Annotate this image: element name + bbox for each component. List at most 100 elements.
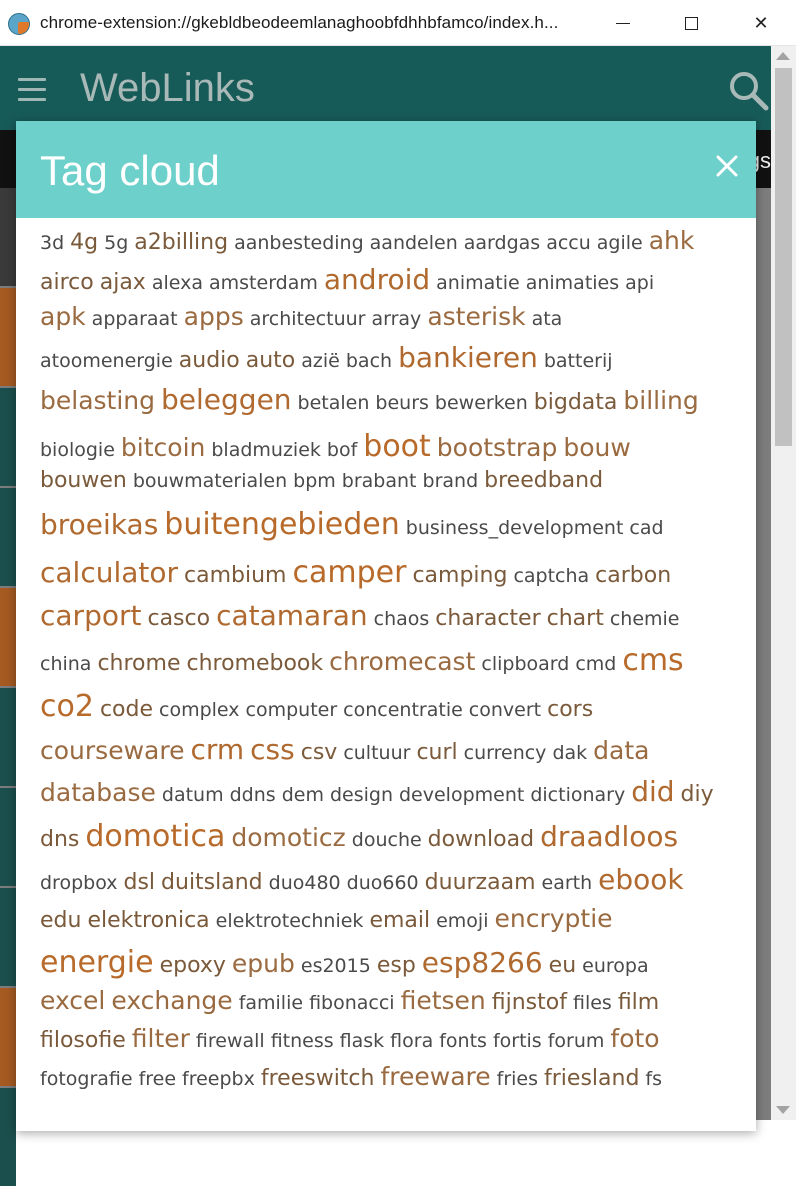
tag-link[interactable]: free: [138, 1068, 177, 1090]
tag-link[interactable]: character: [435, 606, 541, 631]
tag-link[interactable]: freeware: [380, 1062, 491, 1091]
tag-link[interactable]: fibonacci: [309, 992, 395, 1014]
tag-link[interactable]: cambium: [184, 563, 287, 588]
tag-link[interactable]: cmd: [575, 653, 617, 675]
minimize-button[interactable]: [600, 0, 646, 46]
tag-link[interactable]: business_development: [405, 517, 624, 539]
scroll-thumb[interactable]: [775, 68, 792, 446]
tag-link[interactable]: forum: [547, 1030, 605, 1052]
tag-link[interactable]: broeikas: [40, 508, 159, 541]
tag-link[interactable]: courseware: [40, 736, 185, 765]
tag-link[interactable]: 5g: [104, 232, 129, 254]
tag-link[interactable]: bouwmaterialen: [132, 470, 288, 492]
tag-link[interactable]: ebook: [598, 863, 684, 896]
tag-link[interactable]: film: [617, 990, 660, 1015]
tag-link[interactable]: diy: [680, 782, 714, 807]
tag-link[interactable]: duurzaam: [424, 870, 536, 895]
tag-link[interactable]: animaties: [525, 272, 620, 294]
tag-link[interactable]: fitness: [270, 1030, 334, 1052]
tag-link[interactable]: azië: [301, 350, 340, 372]
tag-link[interactable]: concentratie: [343, 699, 463, 721]
tag-link[interactable]: cad: [629, 517, 664, 539]
tag-link[interactable]: duitsland: [161, 870, 263, 895]
tag-link[interactable]: convert: [468, 699, 542, 721]
tag-link[interactable]: douche: [351, 829, 422, 851]
tag-link[interactable]: foto: [610, 1024, 660, 1053]
tag-link[interactable]: es2015: [300, 955, 371, 977]
tag-link[interactable]: fijnstof: [491, 990, 567, 1015]
tag-link[interactable]: freeswitch: [260, 1066, 375, 1091]
tag-link[interactable]: dak: [552, 742, 588, 764]
tag-link[interactable]: chaos: [373, 608, 430, 630]
tag-link[interactable]: aandelen: [369, 232, 458, 254]
tag-link[interactable]: betalen: [297, 392, 370, 414]
tag-link[interactable]: excel: [40, 986, 106, 1015]
tag-link[interactable]: cultuur: [343, 742, 411, 764]
tag-link[interactable]: amsterdam: [209, 272, 318, 294]
tag-link[interactable]: breedband: [484, 468, 604, 493]
tag-link[interactable]: android: [323, 263, 431, 296]
tag-link[interactable]: bankieren: [398, 341, 538, 374]
tag-link[interactable]: batterij: [543, 350, 613, 372]
tag-link[interactable]: filter: [131, 1024, 190, 1053]
tag-link[interactable]: co2: [40, 689, 94, 724]
tag-link[interactable]: atoomenergie: [40, 350, 173, 372]
tag-link[interactable]: brand: [422, 470, 479, 492]
tag-link[interactable]: casco: [147, 606, 211, 631]
tag-link[interactable]: ahk: [648, 226, 695, 255]
tag-link[interactable]: epoxy: [159, 953, 226, 978]
tag-link[interactable]: esp: [376, 953, 416, 978]
tag-link[interactable]: earth: [541, 872, 593, 894]
tag-link[interactable]: epub: [231, 949, 295, 978]
tag-link[interactable]: auto: [245, 348, 296, 373]
tag-link[interactable]: crm: [190, 733, 245, 766]
tag-link[interactable]: bouwen: [40, 468, 127, 493]
tag-link[interactable]: duo480: [268, 872, 341, 894]
tag-link[interactable]: dropbox: [40, 872, 118, 894]
tag-link[interactable]: bpm: [293, 470, 336, 492]
tag-link[interactable]: bach: [345, 350, 393, 372]
tag-link[interactable]: did: [631, 775, 675, 808]
tag-link[interactable]: belasting: [40, 386, 156, 415]
tag-link[interactable]: carport: [40, 599, 142, 632]
tag-link[interactable]: chromecast: [329, 647, 476, 676]
tag-link[interactable]: carbon: [595, 563, 672, 588]
tag-link[interactable]: buitengebieden: [164, 507, 400, 542]
tag-link[interactable]: freepbx: [182, 1068, 255, 1090]
tag-link[interactable]: css: [250, 733, 295, 766]
tag-link[interactable]: china: [40, 653, 92, 675]
tag-link[interactable]: agile: [596, 232, 643, 254]
tag-link[interactable]: chromebook: [186, 651, 324, 676]
scroll-up-arrow-icon[interactable]: [776, 52, 790, 60]
tag-link[interactable]: draadloos: [540, 820, 679, 853]
tag-link[interactable]: bof: [326, 439, 358, 461]
tag-link[interactable]: a2billing: [134, 230, 229, 255]
tag-link[interactable]: code: [99, 697, 153, 722]
tag-link[interactable]: friesland: [544, 1066, 640, 1091]
tag-link[interactable]: boot: [363, 429, 431, 464]
tag-link[interactable]: bigdata: [533, 390, 618, 415]
window-close-button[interactable]: ✕: [738, 0, 784, 46]
maximize-button[interactable]: [668, 0, 714, 46]
tag-link[interactable]: development: [398, 784, 525, 806]
tag-link[interactable]: bladmuziek: [211, 439, 321, 461]
tag-link[interactable]: emoji: [436, 910, 489, 932]
tag-link[interactable]: cms: [622, 643, 684, 678]
tag-link[interactable]: esp8266: [421, 946, 543, 979]
tag-link[interactable]: encryptie: [494, 904, 613, 933]
tag-link[interactable]: biologie: [40, 439, 115, 461]
tag-link[interactable]: clipboard: [481, 653, 570, 675]
tag-link[interactable]: dsl: [123, 870, 156, 895]
tag-link[interactable]: architectuur: [249, 308, 366, 330]
tag-link[interactable]: dictionary: [530, 784, 626, 806]
tag-link[interactable]: database: [40, 778, 156, 807]
tag-link[interactable]: eu: [548, 953, 577, 978]
tag-link[interactable]: apps: [183, 302, 244, 331]
tag-link[interactable]: airco: [40, 270, 94, 295]
tag-link[interactable]: currency: [463, 742, 547, 764]
tag-link[interactable]: animatie: [436, 272, 520, 294]
tag-link[interactable]: download: [427, 827, 535, 852]
tag-link[interactable]: api: [625, 272, 655, 294]
tag-link[interactable]: data: [593, 736, 650, 765]
tag-link[interactable]: aanbesteding: [234, 232, 364, 254]
